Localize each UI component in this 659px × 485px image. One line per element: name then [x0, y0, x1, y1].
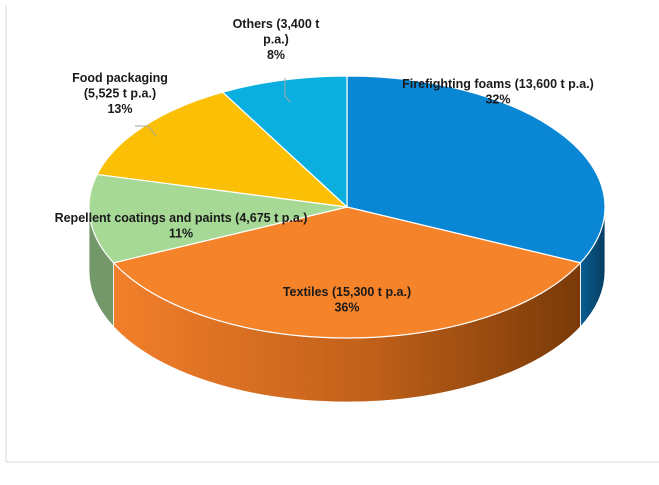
data-label-repellent-coatings-and-paints-percent: 11%: [169, 227, 193, 241]
data-label-firefighting-foams-text-0: Firefighting foams (13,600 t p.a.): [402, 77, 594, 91]
data-label-others-text-1: p.a.): [263, 33, 289, 47]
pie-slice-food-packaging: [96, 91, 349, 208]
leader-line-others: [284, 78, 291, 103]
data-label-textiles-text-0: Textiles (15,300 t p.a.): [283, 285, 411, 299]
data-label-food-packaging-text-0: Food packaging: [72, 71, 168, 85]
data-label-food-packaging-text-1: (5,525 t p.a.): [84, 87, 156, 101]
pie-slice-textiles: [112, 206, 582, 339]
pie-slice-firefighting-foams: [346, 75, 606, 264]
data-label-others-text-0: Others (3,400 t: [233, 17, 321, 31]
pie-slice-repellent-coatings-and-paints: [88, 173, 348, 264]
data-label-textiles-percent: 36%: [334, 301, 359, 315]
data-label-firefighting-foams-percent: 32%: [485, 93, 510, 107]
pie-slice-others: [221, 75, 348, 209]
data-label-food-packaging-percent: 13%: [107, 102, 132, 116]
leader-line-food-packaging: [135, 125, 157, 137]
data-label-repellent-coatings-and-paints-text-0: Repellent coatings and paints (4,675 t p…: [55, 211, 308, 225]
data-label-others-percent: 8%: [267, 48, 285, 62]
